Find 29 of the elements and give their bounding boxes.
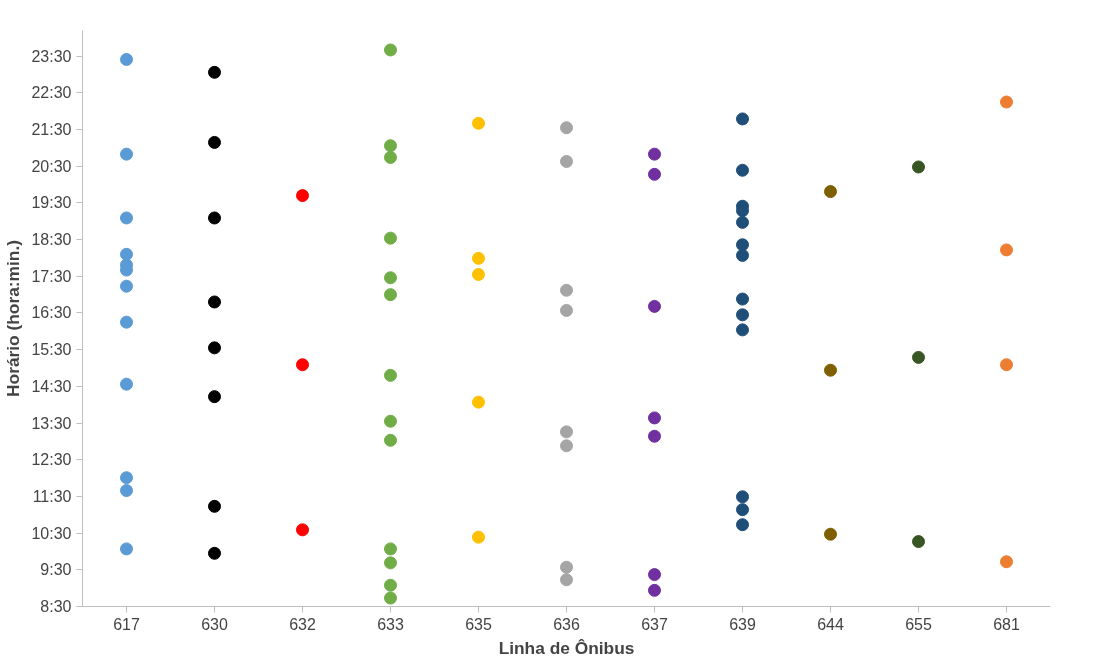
x-tick-label: 635 xyxy=(465,615,492,633)
x-tick-label: 655 xyxy=(905,615,932,633)
y-tick-label: 9:30 xyxy=(40,561,72,579)
x-tick-label: 681 xyxy=(993,615,1020,633)
x-tick-label: 630 xyxy=(201,615,228,633)
y-tick-label: 10:30 xyxy=(31,524,72,542)
y-tick-label: 18:30 xyxy=(31,231,72,249)
x-tick-label: 632 xyxy=(289,615,316,633)
x-tick-label: 637 xyxy=(641,615,668,633)
y-tick-label: 22:30 xyxy=(31,84,72,102)
y-tick-label: 12:30 xyxy=(31,451,72,469)
y-tick-label: 11:30 xyxy=(32,487,72,505)
y-tick-label: 21:30 xyxy=(31,121,72,139)
y-tick-label: 20:30 xyxy=(31,157,72,175)
y-tick-label: 16:30 xyxy=(31,304,72,322)
x-tick-label: 639 xyxy=(729,615,756,633)
x-tick-label: 633 xyxy=(377,615,404,633)
x-axis-title: Linha de Ônibus xyxy=(498,637,635,658)
x-tick-label: 636 xyxy=(553,615,580,633)
y-tick-label: 23:30 xyxy=(31,47,72,65)
y-tick-label: 17:30 xyxy=(31,267,72,285)
y-tick-label: 13:30 xyxy=(31,414,72,432)
y-tick-label: 15:30 xyxy=(31,341,72,359)
y-tick-label: 19:30 xyxy=(31,194,72,212)
x-tick-label: 644 xyxy=(817,615,844,633)
x-tick-label: 617 xyxy=(113,615,140,633)
y-tick-label: 14:30 xyxy=(31,377,72,395)
y-tick-label: 8:30 xyxy=(40,598,72,615)
y-axis-title: Horário (hora:min.) xyxy=(3,240,24,397)
